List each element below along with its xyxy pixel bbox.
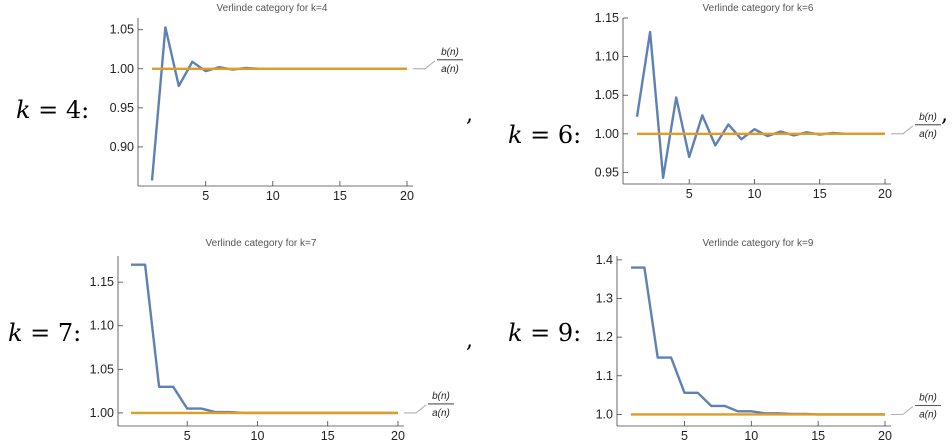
x-tick-label: 20 (400, 189, 414, 203)
legend-numerator: b(n) (432, 391, 450, 402)
y-tick-label: 1.00 (110, 62, 134, 76)
x-tick-label: 10 (266, 189, 280, 203)
x-tick-label: 5 (202, 189, 209, 203)
legend-numerator: b(n) (441, 47, 459, 58)
k-label-3: k = 7: (8, 319, 81, 347)
y-tick-label: 1.1 (596, 369, 613, 383)
legend-denominator: a(n) (432, 408, 450, 419)
y-tick-label: 0.95 (110, 101, 134, 115)
y-tick-label: 1.0 (596, 407, 613, 421)
legend-leader-line (891, 406, 914, 415)
legend-denominator: a(n) (441, 64, 459, 75)
chart-title: Verlinde category for k=6 (703, 3, 814, 14)
legend-leader-line (404, 404, 427, 414)
legend-denominator: a(n) (919, 129, 937, 140)
series-line-ratio (631, 266, 885, 416)
chart-3: Verlinde category for k=7 1.00 1.05 1.10 1.1… (90, 238, 454, 443)
k-value: = 4: (30, 96, 90, 124)
k-variable: k (16, 96, 31, 124)
x-tick-label: 15 (333, 189, 347, 203)
y-tick-label: 1.10 (90, 319, 114, 333)
k-label-1: k = 4: (16, 96, 89, 124)
separator-comma-3: , (466, 328, 473, 353)
y-tick-label: 1.2 (596, 330, 613, 344)
y-tick-label: 1.05 (595, 88, 619, 102)
x-tick-label: 15 (321, 429, 335, 443)
y-tick-label: 1.10 (595, 50, 619, 64)
y-tick-label: 1.05 (90, 362, 114, 376)
k-value: = 7: (22, 319, 82, 347)
y-tick-label: 0.95 (595, 165, 619, 179)
x-tick-label: 20 (391, 429, 405, 443)
x-tick-label: 5 (681, 429, 688, 443)
y-tick-label: 1.3 (596, 292, 613, 306)
k-value: = 9: (522, 319, 582, 347)
separator-comma-2: , (941, 102, 948, 127)
x-tick-label: 10 (744, 429, 758, 443)
legend-numerator: b(n) (919, 392, 937, 403)
y-tick-label: 1.00 (90, 406, 114, 420)
y-tick-label: 1.05 (110, 23, 134, 37)
x-tick-label: 20 (878, 429, 892, 443)
x-tick-label: 10 (251, 429, 265, 443)
legend-leader-line (891, 125, 914, 135)
chart-title: Verlinde category for k=9 (703, 238, 814, 249)
k-variable: k (8, 319, 23, 347)
x-tick-label: 10 (748, 187, 762, 201)
legend-numerator: b(n) (919, 112, 937, 123)
legend-leader-line (413, 60, 436, 70)
k-variable: k (508, 121, 523, 149)
x-tick-label: 5 (184, 429, 191, 443)
separator-comma-1: , (466, 102, 473, 127)
k-label-2: k = 6: (508, 121, 581, 149)
y-tick-label: 1.15 (595, 11, 619, 25)
legend-denominator: a(n) (919, 409, 937, 420)
y-tick-label: 1.00 (595, 127, 619, 141)
series-line-ratio (131, 263, 398, 415)
x-tick-label: 15 (811, 429, 825, 443)
k-value: = 6: (522, 121, 582, 149)
k-variable: k (508, 319, 523, 347)
x-tick-label: 5 (686, 187, 693, 201)
chart-title: Verlinde category for k=4 (217, 3, 328, 14)
series-line-ratio (150, 26, 407, 181)
y-tick-label: 0.90 (110, 140, 134, 154)
chart-2: Verlinde category for k=6 0.95 1.00 1.05 1.1… (595, 3, 941, 201)
chart-title: Verlinde category for k=7 (206, 238, 317, 249)
x-tick-label: 15 (813, 187, 827, 201)
y-tick-label: 1.15 (90, 275, 114, 289)
chart-4: Verlinde category for k=9 1.0 1.1 1.2 1.3 1.4… (596, 238, 941, 443)
y-tick-label: 1.4 (596, 253, 613, 267)
series-line-ratio (635, 30, 885, 180)
chart-1: Verlinde category for k=4 0.90 0.95 1.00 1.0… (110, 3, 463, 203)
k-label-4: k = 9: (508, 319, 581, 347)
x-tick-label: 20 (878, 187, 892, 201)
